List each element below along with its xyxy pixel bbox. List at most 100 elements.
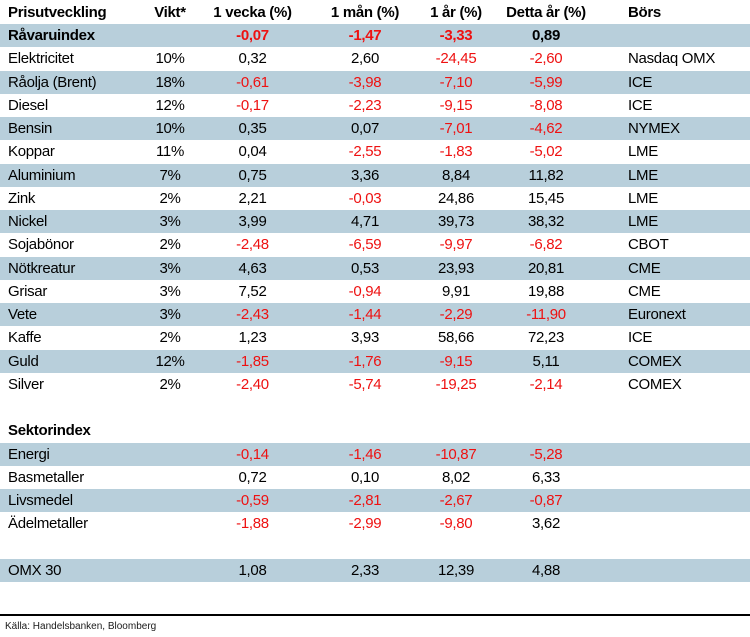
cell-1-year: -19,25 xyxy=(435,375,477,393)
cell-1-week: -0,61 xyxy=(236,73,269,91)
table-row: Basmetaller 0,72 0,10 8,02 6,33 xyxy=(0,466,750,489)
cell-1-week: -1,88 xyxy=(236,515,269,533)
table-row: Bensin 10% 0,35 0,07 -7,01 -4,62 NYMEX xyxy=(0,117,750,141)
cell-1-month: -1,44 xyxy=(348,306,382,324)
cell-exchange: CME xyxy=(628,259,661,277)
cell-name: Råolja (Brent) xyxy=(8,73,97,91)
cell-ytd: -6,82 xyxy=(529,236,563,254)
cell-name: Basmetaller xyxy=(8,468,84,486)
table-row: Zink 2% 2,21 -0,03 24,86 15,45 LME xyxy=(0,187,750,210)
cell-exchange: COMEX xyxy=(628,352,682,370)
table-row: Nickel 3% 3,99 4,71 39,73 38,32 LME xyxy=(0,210,750,234)
cell-name: Nötkreatur xyxy=(8,259,76,277)
cell-ytd: -2,60 xyxy=(529,50,563,68)
cell-exchange: LME xyxy=(628,213,658,231)
cell-weight: 2% xyxy=(159,329,181,347)
cell-exchange: LME xyxy=(628,166,658,184)
cell-name: Grisar xyxy=(8,282,48,300)
cell-exchange: ICE xyxy=(628,73,653,91)
table-body: Råvaruindex -0,07 -1,47 -3,33 0,89 Elektricit… xyxy=(0,24,750,582)
cell-weight: 18% xyxy=(155,73,185,91)
column-header-bors: Börs xyxy=(628,3,661,21)
table-spacer-row xyxy=(0,536,750,559)
cell-1-week: 2,21 xyxy=(238,189,267,207)
cell-ytd: 6,33 xyxy=(532,468,560,486)
table-row: Ädelmetaller -1,88 -2,99 -9,80 3,62 xyxy=(0,512,750,535)
column-header-1-man: 1 mån (%) xyxy=(330,3,400,21)
table-row: Livsmedel -0,59 -2,81 -2,67 -0,87 xyxy=(0,489,750,513)
cell-1-year: 8,02 xyxy=(442,468,470,486)
cell-name: OMX 30 xyxy=(8,561,62,579)
cell-1-year: -2,29 xyxy=(439,306,473,324)
cell-1-month: 0,10 xyxy=(351,468,379,486)
cell-exchange: LME xyxy=(628,143,658,161)
column-header-1-vecka: 1 vecka (%) xyxy=(213,3,292,21)
table-row: Vete 3% -2,43 -1,44 -2,29 -11,90 Euronext xyxy=(0,303,750,327)
cell-1-month: -0,94 xyxy=(348,282,382,300)
table-row: Energi -0,14 -1,46 -10,87 -5,28 xyxy=(0,442,750,466)
cell-1-year: 39,73 xyxy=(437,213,475,231)
cell-1-year: 24,86 xyxy=(437,189,475,207)
table-header-row: Prisutveckling Vikt* 1 vecka (%) 1 mån (… xyxy=(0,0,750,24)
cell-name: Guld xyxy=(8,352,39,370)
cell-weight: 3% xyxy=(159,306,181,324)
cell-exchange: NYMEX xyxy=(628,120,680,138)
cell-1-week: 1,23 xyxy=(238,329,267,347)
cell-ytd: 72,23 xyxy=(527,329,565,347)
cell-1-week: 0,04 xyxy=(238,143,267,161)
cell-1-week: -1,85 xyxy=(236,352,269,370)
cell-name: Ädelmetaller xyxy=(8,515,88,533)
cell-ytd: -5,02 xyxy=(529,143,563,161)
cell-1-month: -1,46 xyxy=(348,445,382,463)
cell-exchange: ICE xyxy=(628,96,653,114)
table-row: Elektricitet 10% 0,32 2,60 -24,45 -2,60 Nasdaq… xyxy=(0,47,750,70)
cell-1-year: 9,91 xyxy=(442,282,470,300)
cell-name: Kaffe xyxy=(8,329,42,347)
cell-exchange: Euronext xyxy=(628,306,686,324)
table-row: Guld 12% -1,85 -1,76 -9,15 5,11 COMEX xyxy=(0,349,750,373)
cell-1-year: -7,01 xyxy=(439,120,473,138)
cell-ytd: -5,28 xyxy=(529,445,563,463)
footer-divider xyxy=(0,614,750,616)
table-row: Grisar 3% 7,52 -0,94 9,91 19,88 CME xyxy=(0,280,750,303)
cell-1-year: -7,10 xyxy=(439,73,473,91)
cell-name: Koppar xyxy=(8,143,55,161)
column-header-prisutveckling: Prisutveckling xyxy=(8,3,107,21)
cell-weight: 2% xyxy=(159,189,181,207)
cell-weight: 11% xyxy=(155,143,184,161)
cell-1-year: -1,83 xyxy=(439,143,473,161)
cell-ytd: -11,90 xyxy=(526,306,566,324)
table-row: Silver 2% -2,40 -5,74 -19,25 -2,14 COMEX xyxy=(0,373,750,396)
cell-1-month: -1,76 xyxy=(348,352,382,370)
cell-name: Livsmedel xyxy=(8,492,73,510)
cell-1-week: 0,72 xyxy=(238,468,267,486)
cell-1-month: -2,23 xyxy=(348,96,382,114)
column-header-1-ar: 1 år (%) xyxy=(430,3,482,21)
cell-1-month: 3,36 xyxy=(351,166,379,184)
cell-name: Vete xyxy=(8,306,37,324)
cell-1-month: -6,59 xyxy=(348,236,382,254)
cell-1-month: -3,98 xyxy=(348,73,382,91)
cell-1-week: -0,07 xyxy=(236,27,269,45)
cell-name: Diesel xyxy=(8,96,48,114)
cell-exchange: CBOT xyxy=(628,236,669,254)
cell-ytd: 19,88 xyxy=(527,282,565,300)
cell-1-month: 0,07 xyxy=(351,120,379,138)
cell-1-year: -2,67 xyxy=(439,492,473,510)
cell-name: Silver xyxy=(8,375,44,393)
cell-ytd: -0,87 xyxy=(529,492,563,510)
cell-ytd: 5,11 xyxy=(532,352,560,370)
cell-1-month: -2,99 xyxy=(348,515,382,533)
cell-name: Zink xyxy=(8,189,36,207)
cell-1-week: -2,43 xyxy=(236,306,269,324)
cell-1-month: 4,71 xyxy=(351,213,379,231)
cell-1-week: 7,52 xyxy=(238,282,267,300)
table-row: Kaffe 2% 1,23 3,93 58,66 72,23 ICE xyxy=(0,326,750,349)
cell-1-month: 2,33 xyxy=(351,561,379,579)
cell-1-year: 23,93 xyxy=(437,259,475,277)
cell-name: Aluminium xyxy=(8,166,76,184)
cell-1-year: -9,97 xyxy=(439,236,473,254)
cell-1-month: -1,47 xyxy=(348,27,382,45)
table-row: OMX 30 1,08 2,33 12,39 4,88 xyxy=(0,558,750,582)
